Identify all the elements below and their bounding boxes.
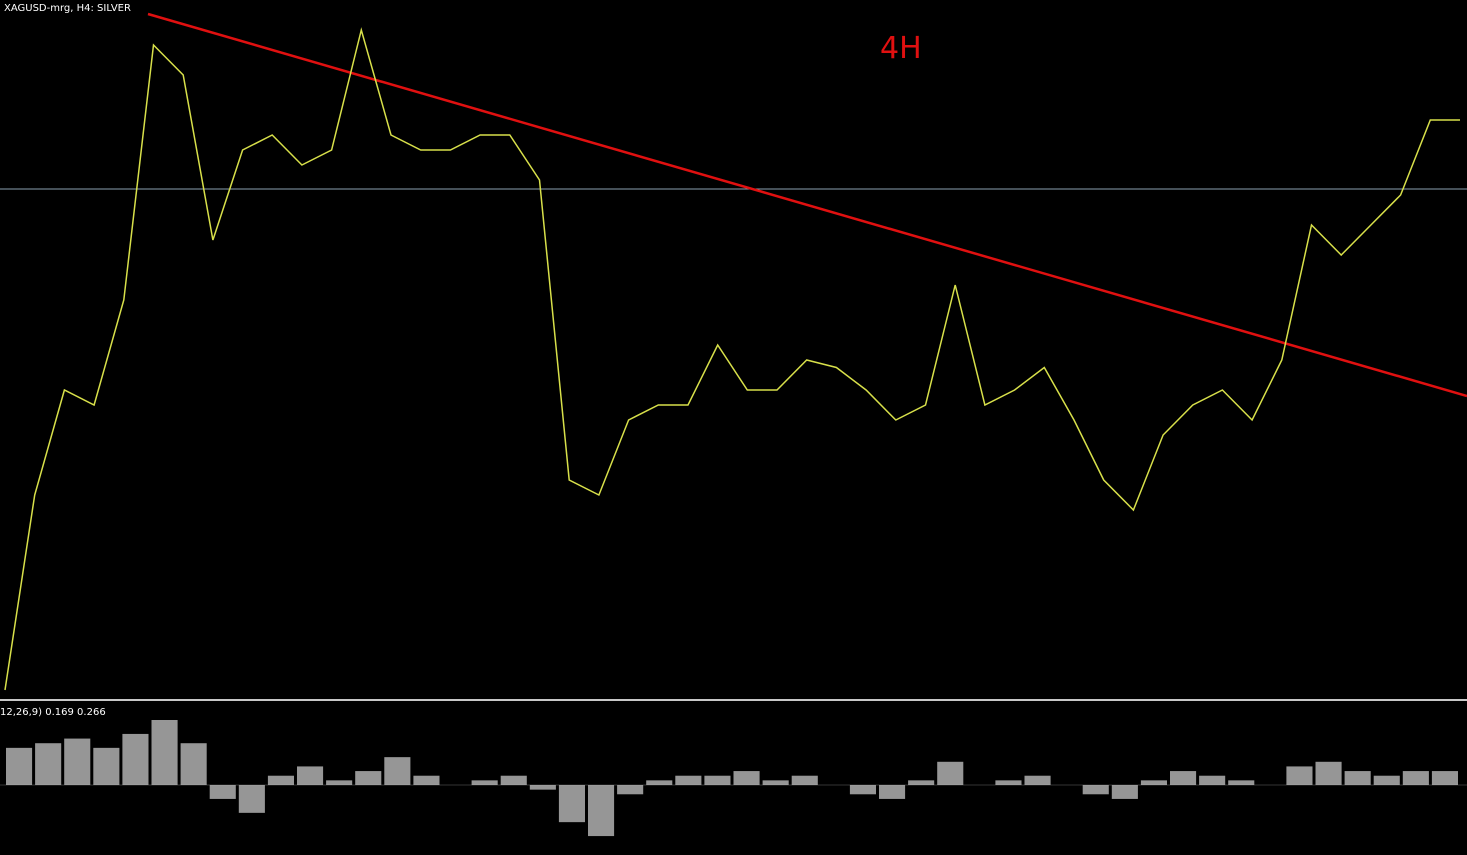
macd-bar — [1286, 766, 1313, 785]
macd-bar — [1111, 785, 1138, 799]
macd-bar — [326, 780, 353, 785]
macd-bar — [122, 733, 149, 785]
macd-bar — [704, 775, 731, 785]
indicator-label: 12,26,9) 0.169 0.266 — [0, 707, 106, 718]
annotation: 4H — [880, 31, 922, 66]
price-line — [4, 27, 1460, 691]
macd-bar — [908, 780, 935, 785]
macd-bar — [1228, 780, 1255, 785]
macd-bar — [588, 785, 615, 837]
macd-bar — [1402, 771, 1429, 785]
macd-bar — [384, 757, 411, 785]
macd-bar — [879, 785, 906, 799]
macd-bar — [675, 775, 702, 785]
macd-bar — [355, 771, 382, 785]
macd-bar — [209, 785, 236, 799]
trend-line — [147, 12, 1467, 398]
macd-bar — [1199, 775, 1226, 785]
macd-bar — [267, 775, 294, 785]
macd-bar — [762, 780, 789, 785]
macd-bar — [413, 775, 440, 785]
macd-bar — [646, 780, 673, 785]
chart-title: XAGUSD-mrg, H4: SILVER — [4, 3, 131, 14]
macd-bar — [1140, 780, 1167, 785]
macd-bar — [93, 747, 120, 785]
macd-bar — [937, 761, 964, 785]
macd-bar — [297, 766, 324, 785]
macd-bar — [791, 775, 818, 785]
macd-bar — [180, 743, 207, 785]
macd-bar — [1373, 775, 1400, 785]
macd-bar — [35, 743, 62, 785]
macd-bar — [1170, 771, 1197, 785]
macd-bar — [1024, 775, 1051, 785]
macd-bar — [617, 785, 644, 795]
macd-bar — [1082, 785, 1109, 795]
macd-bar — [849, 785, 876, 795]
macd-bar — [471, 780, 498, 785]
macd-bar — [733, 771, 760, 785]
macd-bar — [1315, 761, 1342, 785]
macd-bar — [6, 747, 33, 785]
macd-bar — [64, 738, 91, 785]
macd-bar — [529, 785, 556, 790]
macd-bar — [1431, 771, 1458, 785]
macd-bar — [151, 720, 178, 785]
macd-bar — [1344, 771, 1371, 785]
macd-bar — [558, 785, 585, 823]
macd-bar — [238, 785, 265, 813]
macd-bar — [995, 780, 1022, 785]
macd-bar — [500, 775, 527, 785]
